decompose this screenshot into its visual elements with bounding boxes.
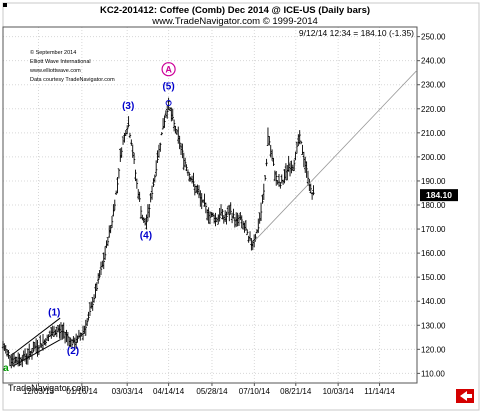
x-tick-label: 12/03/13 [23, 387, 55, 396]
x-axis-ticks: 12/03/13 01/16/14 03/03/14 04/14/14 05/28/14… [23, 383, 395, 396]
last-price-tag-bg [420, 189, 458, 202]
channel-line [12, 317, 61, 355]
channel-line [12, 339, 61, 367]
credit-line-0: © September 2014 [30, 49, 76, 56]
y-tick-label: 190.00 [421, 177, 446, 186]
last-price-value: 184.10 [426, 190, 452, 200]
y-tick-label: 200.00 [421, 153, 446, 162]
wave-label: (5) [162, 82, 174, 93]
credit-line-2: www.elliottwave.com [29, 68, 81, 74]
wave-label: (4) [140, 231, 152, 242]
x-tick-label: 10/03/14 [323, 387, 355, 396]
wave-label: a [3, 363, 9, 374]
credits-block: © September 2014 Elliott Wave Internatio… [29, 49, 115, 83]
drawn-lines [12, 70, 418, 367]
info-line: 9/12/14 12:34 = 184.10 (-1.35) [299, 28, 414, 38]
y-tick-label: 110.00 [421, 369, 445, 378]
trend-line [254, 70, 418, 242]
wave-label: (2) [67, 346, 79, 357]
y-axis-ticks: 110.00 120.00 130.00 140.00 150.00 160.00 170.… [417, 33, 446, 378]
wave-label: (3) [122, 101, 134, 112]
x-tick-label: 11/14/14 [364, 387, 395, 396]
wave-label: (1) [48, 308, 60, 319]
price-bars [1, 97, 315, 369]
y-tick-label: 180.00 [421, 201, 446, 210]
x-tick-label: 08/21/14 [280, 387, 312, 396]
y-tick-label: 220.00 [421, 105, 446, 114]
chart-subtitle: www.TradeNavigator.com © 1999-2014 [151, 16, 318, 27]
y-tick-label: 250.00 [421, 33, 446, 42]
grid-lines [3, 27, 417, 383]
y-tick-label: 120.00 [421, 345, 446, 354]
y-tick-label: 150.00 [421, 273, 446, 282]
y-tick-label: 130.00 [421, 321, 446, 330]
x-tick-label: 01/16/14 [66, 387, 98, 396]
x-tick-label: 03/03/14 [112, 387, 144, 396]
y-tick-label: 170.00 [421, 225, 446, 234]
wave-label: A [165, 65, 172, 75]
x-tick-label: 04/14/14 [153, 387, 185, 396]
y-tick-label: 230.00 [421, 81, 446, 90]
wave-label-circle [161, 62, 176, 77]
chart-title: KC2-201412: Coffee (Comb) Dec 2014 @ ICE… [100, 5, 370, 16]
last-price-tag: 184.10 [420, 189, 458, 202]
watermark: TradeNavigator.com [8, 383, 89, 393]
scroll-arrow-icon [456, 389, 474, 403]
wave-labels: a (1) (2) (3) (4) (5) A [3, 62, 176, 374]
wave-5-marker [165, 99, 172, 106]
x-tick-label: 05/28/14 [196, 387, 228, 396]
credit-line-3: Data courtesy TradeNavigator.com [30, 77, 115, 83]
y-tick-label: 210.00 [421, 129, 446, 138]
y-tick-label: 140.00 [421, 297, 446, 306]
y-tick-label: 240.00 [421, 57, 446, 66]
x-tick-label: 07/10/14 [239, 387, 271, 396]
credit-line-1: Elliott Wave International [30, 59, 91, 65]
y-tick-label: 160.00 [421, 249, 446, 258]
